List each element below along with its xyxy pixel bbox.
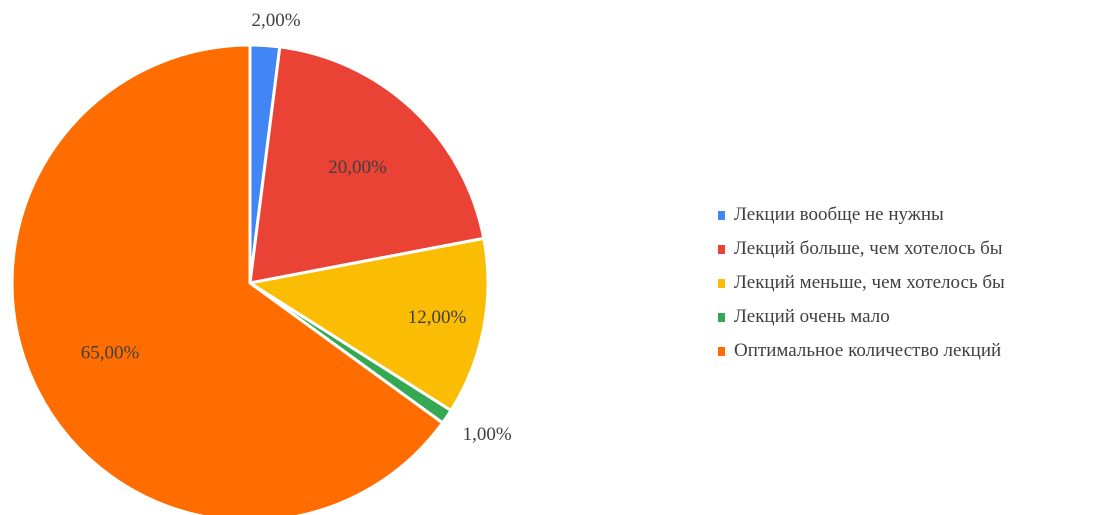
legend-swatch	[718, 346, 725, 356]
pie-slices	[10, 43, 490, 515]
pie-data-labels: 2,00% 20,00% 12,00% 1,00% 65,00%	[81, 10, 512, 445]
legend-label: Лекций очень мало	[734, 306, 890, 327]
pie-slice-2	[248, 45, 486, 285]
data-label-4: 1,00%	[463, 424, 512, 445]
legend-item-5: Оптимальное количество лекций	[718, 334, 1005, 368]
legend-swatch	[718, 278, 725, 288]
data-label-5: 65,00%	[81, 343, 140, 364]
data-label-1: 2,00%	[252, 10, 301, 31]
pie-slice-5	[10, 43, 445, 515]
legend-item-4: Лекций очень мало	[718, 300, 1005, 334]
legend-label: Лекций меньше, чем хотелось бы	[734, 272, 1005, 293]
legend-label: Лекции вообще не нужны	[734, 204, 944, 225]
chart-legend: Лекции вообще не нужны Лекций больше, чем…	[718, 198, 1005, 368]
pie-chart-canvas: 2,00% 20,00% 12,00% 1,00% 65,00%	[10, 10, 512, 515]
pie-slice-3	[248, 236, 490, 413]
legend-item-1: Лекции вообще не нужны	[718, 198, 1005, 232]
data-label-3: 12,00%	[408, 307, 467, 328]
legend-swatch	[718, 244, 725, 254]
legend-item-2: Лекций больше, чем хотелось бы	[718, 232, 1005, 266]
legend-item-3: Лекций меньше, чем хотелось бы	[718, 266, 1005, 300]
legend-label: Оптимальное количество лекций	[734, 340, 1002, 361]
data-label-2: 20,00%	[328, 157, 387, 178]
legend-swatch	[718, 210, 725, 220]
legend-label: Лекций больше, чем хотелось бы	[734, 238, 1003, 259]
legend-swatch	[718, 312, 725, 322]
